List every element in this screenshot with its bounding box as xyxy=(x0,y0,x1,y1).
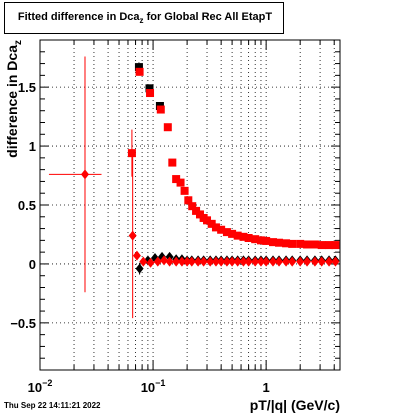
chart-title-rest: for Global Rec All EtapT xyxy=(143,11,273,23)
data-point-diamond xyxy=(139,256,148,267)
data-point-diamond xyxy=(160,255,169,266)
data-point-square xyxy=(269,238,278,247)
data-point-diamond xyxy=(183,256,192,267)
data-point-square xyxy=(288,239,297,248)
chart-title-main: Fitted difference in Dca xyxy=(17,11,140,23)
data-point-diamond xyxy=(275,256,284,267)
data-point-square xyxy=(217,225,226,234)
y-tick-label: 0 xyxy=(29,257,36,272)
data-point-square xyxy=(176,178,185,187)
chart-title-sub: z xyxy=(139,16,144,26)
timestamp-label: Thu Sep 22 14:11:21 2022 xyxy=(4,401,101,410)
data-point-square xyxy=(172,175,181,184)
data-point-square xyxy=(163,123,172,132)
data-point-diamond xyxy=(325,256,334,267)
data-point-diamond xyxy=(269,256,278,267)
data-point-diamond xyxy=(282,256,291,267)
data-point-square xyxy=(211,223,220,232)
data-point-square xyxy=(145,84,154,93)
data-point-diamond xyxy=(310,256,319,267)
data-point-diamond xyxy=(244,256,253,267)
data-point-diamond xyxy=(135,263,144,274)
data-point-square xyxy=(127,149,136,158)
data-point-diamond xyxy=(331,256,340,267)
data-point-diamond xyxy=(132,250,141,261)
data-point-diamond xyxy=(199,256,208,267)
data-point-square xyxy=(262,236,271,245)
data-point-square xyxy=(239,232,248,241)
data-point-square xyxy=(317,241,326,250)
data-point-diamond xyxy=(317,256,326,267)
data-point-diamond xyxy=(172,256,181,267)
y-tick-label: −0.5 xyxy=(10,316,36,331)
x-tick-label: 10−1 xyxy=(141,378,166,395)
data-point-square xyxy=(331,241,340,250)
data-point-square xyxy=(203,216,212,225)
y-tick-label: 1.5 xyxy=(18,80,36,95)
data-point-diamond xyxy=(303,256,312,267)
data-point-square xyxy=(146,89,155,98)
data-point-diamond xyxy=(288,256,297,267)
y-axis-label: difference in Dcaz xyxy=(4,40,24,158)
data-point-diamond xyxy=(233,256,242,267)
data-point-square xyxy=(310,240,319,249)
data-point-square xyxy=(325,241,334,250)
data-point-square xyxy=(134,63,143,72)
data-point-square xyxy=(135,67,144,76)
data-point-diamond xyxy=(296,256,305,267)
data-point-square xyxy=(180,186,189,195)
data-point-diamond xyxy=(239,256,248,267)
data-point-diamond xyxy=(153,256,162,267)
data-point-square xyxy=(303,240,312,249)
data-point-square xyxy=(184,196,193,205)
x-tick-label: 1 xyxy=(263,380,270,395)
data-point-diamond xyxy=(217,256,226,267)
data-point-square xyxy=(188,202,197,211)
data-point-square xyxy=(222,228,231,237)
data-point-diamond xyxy=(228,256,237,267)
chart-title-box: Fitted difference in Dcaz for Global Rec… xyxy=(4,2,284,34)
data-point-square xyxy=(296,239,305,248)
data-point-square xyxy=(256,236,265,245)
data-point-square xyxy=(233,231,242,240)
data-point-square xyxy=(228,229,237,238)
data-point-diamond xyxy=(206,256,215,267)
data-point-diamond xyxy=(187,256,196,267)
data-point-diamond xyxy=(262,256,271,267)
x-axis-label: pT/|q| (GeV/c) xyxy=(250,397,340,413)
y-tick-label: 0.5 xyxy=(18,198,36,213)
data-point-diamond xyxy=(256,256,265,267)
y-tick-label: 1 xyxy=(29,139,36,154)
data-point-diamond xyxy=(251,256,260,267)
x-tick-label: 10−2 xyxy=(28,378,53,395)
data-point-square xyxy=(282,239,291,248)
data-point-diamond xyxy=(146,257,155,268)
data-point-square xyxy=(207,219,216,228)
data-point-diamond xyxy=(194,256,203,267)
data-point-diamond xyxy=(80,169,89,180)
data-point-diamond xyxy=(177,256,186,267)
data-point-square xyxy=(251,235,260,244)
data-point-square xyxy=(156,105,165,114)
data-point-diamond xyxy=(222,256,231,267)
data-point-diamond xyxy=(128,230,137,241)
data-point-square xyxy=(275,238,284,247)
data-point-square xyxy=(244,234,253,242)
data-point-square xyxy=(168,158,177,167)
data-point-diamond xyxy=(211,256,220,267)
chart-title: Fitted difference in Dcaz for Global Rec… xyxy=(5,11,285,25)
data-point-diamond xyxy=(165,256,174,267)
